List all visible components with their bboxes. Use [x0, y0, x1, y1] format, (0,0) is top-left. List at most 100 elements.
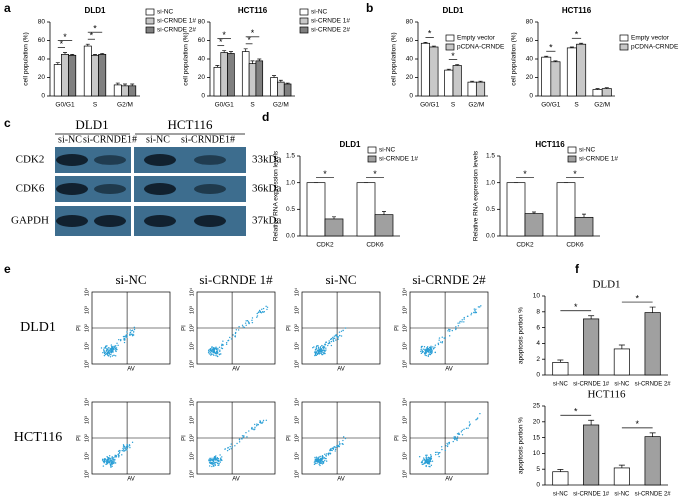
legend-swatch — [619, 43, 629, 51]
x-tick-label: si-NC — [614, 492, 630, 498]
flow-tick-label: 10¹ — [294, 342, 300, 350]
flow-axis-label: PI — [395, 325, 401, 331]
flow-event — [213, 354, 215, 357]
flow-event — [257, 311, 260, 314]
flow-event — [230, 443, 232, 445]
legend-swatch — [445, 34, 455, 42]
flow-event — [463, 321, 465, 323]
y-tick-label: 40 — [198, 56, 206, 63]
flow-event — [131, 441, 134, 444]
chart-title: DLD1 — [85, 6, 106, 15]
flow-event — [423, 458, 426, 461]
y-tick-label: 60 — [526, 37, 534, 44]
flow-event — [332, 338, 334, 340]
flow-axis-label: AV — [127, 367, 135, 373]
flow-event — [430, 350, 433, 353]
flow-event — [207, 350, 210, 352]
significance-star: * — [247, 35, 251, 45]
flow-event — [125, 446, 127, 448]
flow-event — [126, 444, 128, 446]
y-tick-label: 10 — [533, 293, 541, 300]
blot-band — [56, 154, 88, 166]
flow-event — [110, 458, 112, 460]
flow-event — [336, 335, 339, 338]
flow-event — [110, 353, 112, 356]
flow-event — [219, 350, 221, 353]
flow-event — [314, 354, 316, 357]
error-bar — [285, 82, 290, 84]
error-bar — [257, 58, 262, 61]
flow-tick-label: 10⁰ — [293, 359, 300, 368]
flow-event — [248, 322, 250, 325]
error-bar — [649, 306, 656, 313]
blot-band — [56, 183, 88, 195]
bar — [550, 61, 561, 97]
blot-lane-label: si-NC — [146, 134, 170, 145]
flow-event — [330, 344, 333, 347]
y-tick-label: 8 — [536, 309, 540, 316]
flow-event — [210, 351, 212, 354]
flow-axis-label: AV — [127, 477, 135, 483]
flow-event — [102, 465, 105, 467]
flow-event — [317, 350, 319, 352]
flow-event — [427, 456, 429, 459]
error-bar — [243, 48, 248, 52]
flow-event — [333, 337, 335, 339]
flow-event — [266, 308, 268, 311]
bar — [601, 88, 612, 97]
y-tick-label: 80 — [198, 19, 206, 26]
flow-event — [448, 441, 451, 444]
flow-event — [238, 326, 240, 328]
flow-event — [116, 342, 118, 345]
flow-event — [325, 341, 328, 343]
blot-lane-label: si-CRNDE1# — [83, 134, 137, 145]
flow-event — [320, 346, 322, 348]
flow-event — [128, 444, 131, 446]
flow-event — [251, 317, 254, 319]
flow-event — [460, 431, 463, 433]
flow-event — [209, 462, 211, 464]
flow-event — [221, 456, 223, 458]
flow-event — [427, 349, 429, 351]
flow-event — [429, 459, 432, 461]
flow-event — [314, 460, 316, 462]
flow-event — [319, 348, 321, 350]
flow-event — [118, 451, 121, 454]
flow-event — [428, 459, 430, 462]
x-tick-label: si-CRNDE 1# — [573, 492, 610, 498]
flow-event — [256, 423, 258, 425]
flow-event — [245, 324, 247, 327]
flow-event — [216, 459, 219, 461]
flow-event — [115, 454, 117, 457]
x-tick-label: CDK6 — [366, 242, 384, 249]
chart-title: HCT116 — [587, 389, 626, 401]
flow-event — [216, 457, 219, 459]
flow-event — [425, 352, 428, 354]
flow-event — [448, 335, 451, 337]
flow-event — [219, 349, 221, 351]
flow-event — [451, 329, 454, 332]
y-tick-label: 0 — [409, 93, 413, 100]
flow-event — [229, 445, 231, 448]
flow-tick-label: 10³ — [189, 416, 195, 424]
flow-event — [421, 463, 424, 466]
error-bar — [470, 80, 475, 83]
error-bar — [123, 83, 127, 86]
bar — [248, 63, 257, 97]
bar — [583, 424, 600, 486]
flow-event — [331, 449, 333, 452]
flow-event — [263, 311, 266, 313]
x-tick-label: si-CRNDE 2# — [635, 492, 672, 498]
flow-event — [117, 456, 120, 458]
flow-tick-label: 10⁴ — [401, 397, 408, 406]
y-tick-label: 1.5 — [486, 153, 495, 160]
flow-event — [261, 308, 263, 311]
flow-event — [251, 426, 253, 429]
flow-event — [424, 348, 426, 351]
flow-event — [316, 459, 319, 462]
flow-event — [480, 305, 482, 307]
flow-event — [321, 463, 324, 465]
flow-event — [230, 447, 232, 450]
y-tick-label: 60 — [406, 37, 414, 44]
